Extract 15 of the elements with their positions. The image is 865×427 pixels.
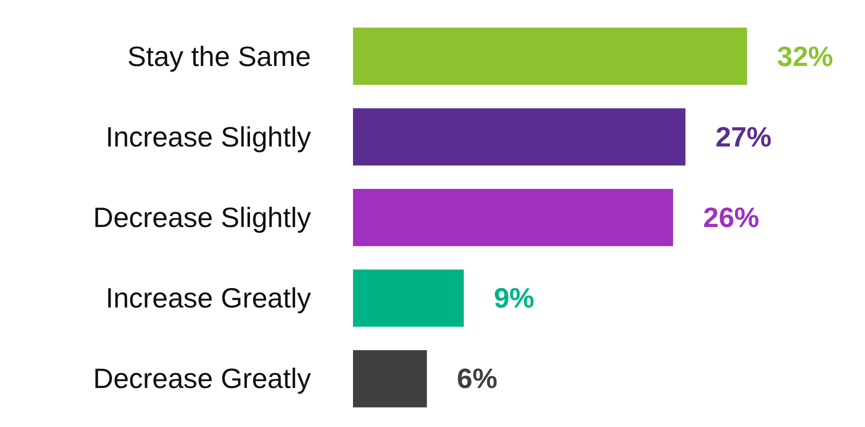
bar	[353, 269, 464, 327]
bar	[353, 108, 686, 166]
data-label: 6%	[456, 363, 498, 394]
y-tick-label: Decrease Slightly	[93, 202, 311, 233]
data-label: 26%	[703, 202, 760, 233]
y-tick-label: Increase Greatly	[106, 282, 311, 314]
bar	[353, 28, 747, 85]
y-tick-label: Decrease Greatly	[93, 363, 311, 394]
data-label: 9%	[494, 282, 534, 314]
bar	[353, 350, 427, 408]
data-label: 32%	[777, 40, 834, 72]
data-label: 27%	[715, 121, 772, 152]
y-tick-label: Increase Slightly	[106, 121, 311, 152]
bar	[353, 188, 674, 246]
y-tick-label: Stay the Same	[127, 40, 311, 72]
